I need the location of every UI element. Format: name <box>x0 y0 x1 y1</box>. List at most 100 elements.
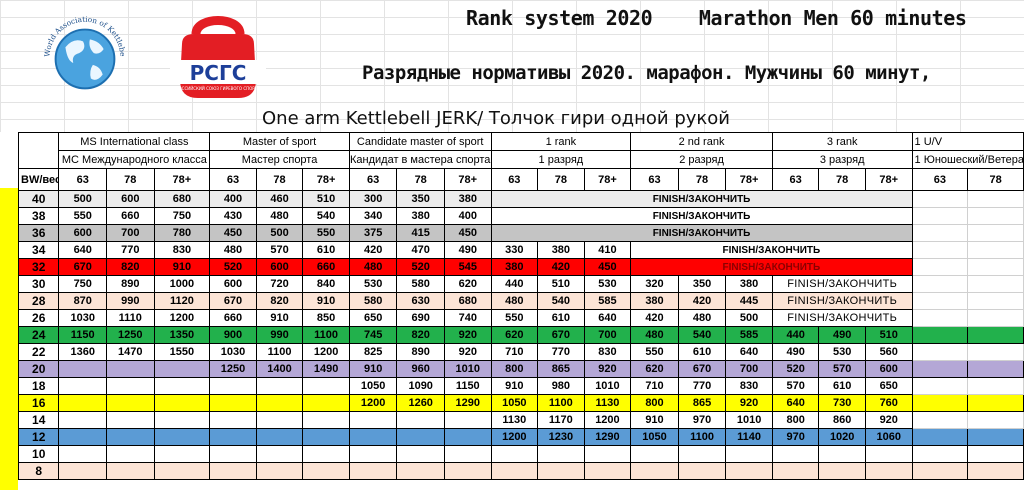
empty-cell <box>443 462 492 480</box>
empty-cell <box>911 428 969 446</box>
value-cell: 910 <box>255 309 304 327</box>
empty-cell <box>677 445 727 463</box>
empty-cell <box>153 462 211 480</box>
empty-cell <box>209 394 257 412</box>
empty-cell <box>396 411 445 429</box>
group-header-en: 1 rank <box>490 132 632 151</box>
value-cell: 830 <box>725 377 773 395</box>
empty-cell <box>911 241 969 259</box>
bw-cell: 16 <box>17 394 60 412</box>
value-cell: 585 <box>725 326 773 344</box>
value-cell: 490 <box>443 241 492 259</box>
table-row: 22 1360 1470 1550 1030 1100 1200 825 890 920 710 77… <box>17 343 1024 361</box>
value-cell: 520 <box>209 258 257 276</box>
empty-cell <box>967 309 1024 327</box>
value-cell: 780 <box>153 224 211 242</box>
value-cell: 1200 <box>490 428 539 446</box>
empty-cell <box>864 445 913 463</box>
left-yellow-margin <box>0 188 18 490</box>
weight-class-cell: 63 <box>58 168 108 191</box>
value-cell: 1010 <box>443 360 492 378</box>
empty-cell <box>967 224 1024 242</box>
table-row: 32 670 820 910 520 600 660 480 520 545 380 420 450 FI… <box>17 258 1024 276</box>
table-row: 26 1030 1110 1200 660 910 850 650 690 740 550 610 64… <box>17 309 1024 327</box>
value-cell: 750 <box>153 207 211 225</box>
value-cell: 570 <box>255 241 304 259</box>
group-header-ru: 1 Юношеский/Ветеран <box>911 150 1024 169</box>
empty-cell <box>911 190 969 208</box>
value-cell: 1120 <box>153 292 211 310</box>
value-cell: 510 <box>537 275 585 293</box>
finish-cell: FINISH/ЗАКОНЧИТЬ <box>771 309 913 327</box>
empty-cell <box>967 462 1024 480</box>
value-cell: 745 <box>348 326 398 344</box>
value-cell: 380 <box>490 258 539 276</box>
group-header-ru: Мастер спорта <box>209 150 350 169</box>
weight-class-cell: 78 <box>106 168 155 191</box>
value-cell: 865 <box>677 394 727 412</box>
empty-cell <box>967 394 1024 412</box>
empty-cell <box>302 377 350 395</box>
bw-cell: 38 <box>17 207 60 225</box>
value-cell: 600 <box>864 360 913 378</box>
empty-cell <box>911 258 969 276</box>
table-row: 36 600 700 780 450 500 550 375 415 450 FINISH/ЗАКО… <box>17 224 1024 242</box>
value-cell: 620 <box>630 360 679 378</box>
value-cell: 1230 <box>537 428 585 446</box>
weight-class-cell: 78 <box>255 168 304 191</box>
value-cell: 1350 <box>153 326 211 344</box>
empty-cell <box>58 428 108 446</box>
value-cell: 980 <box>537 377 585 395</box>
logo-right-text: РСГС <box>190 61 247 85</box>
value-cell: 1470 <box>106 343 155 361</box>
empty-cell <box>490 445 539 463</box>
value-cell: 890 <box>396 343 445 361</box>
weight-class-cell: 78 <box>537 168 585 191</box>
weight-class-cell: 63 <box>771 168 820 191</box>
value-cell: 640 <box>583 309 632 327</box>
empty-cell <box>967 445 1024 463</box>
empty-cell <box>911 309 969 327</box>
value-cell: 480 <box>630 326 679 344</box>
value-cell: 520 <box>396 258 445 276</box>
value-cell: 380 <box>396 207 445 225</box>
value-cell: 1200 <box>583 411 632 429</box>
value-cell: 600 <box>58 224 108 242</box>
value-cell: 350 <box>396 190 445 208</box>
empty-cell <box>630 445 679 463</box>
title-russian: Разрядные нормативы 2020. марафон. Мужчи… <box>362 62 931 84</box>
value-cell: 770 <box>537 343 585 361</box>
weight-class-cell: 63 <box>348 168 398 191</box>
value-cell: 1020 <box>818 428 866 446</box>
header-row-russian: МС Международного класса Мастер спорта Кан… <box>19 150 1024 169</box>
weight-class-cell: 78+ <box>725 168 773 191</box>
weight-class-cell: 78 <box>396 168 445 191</box>
value-cell: 910 <box>302 292 350 310</box>
empty-cell <box>911 207 969 225</box>
empty-cell <box>348 428 398 446</box>
value-cell: 1400 <box>255 360 304 378</box>
empty-cell <box>302 462 350 480</box>
value-cell: 400 <box>443 207 492 225</box>
value-cell: 660 <box>209 309 257 327</box>
empty-cell <box>106 428 155 446</box>
empty-cell <box>911 445 969 463</box>
group-header-ru: 3 разряд <box>771 150 913 169</box>
value-cell: 490 <box>818 326 866 344</box>
empty-cell <box>153 411 211 429</box>
value-cell: 680 <box>443 292 492 310</box>
value-cell: 890 <box>106 275 155 293</box>
empty-cell <box>967 258 1024 276</box>
value-cell: 1150 <box>443 377 492 395</box>
empty-cell <box>106 462 155 480</box>
empty-cell <box>967 241 1024 259</box>
value-cell: 800 <box>771 411 820 429</box>
value-cell: 1050 <box>630 428 679 446</box>
value-cell: 910 <box>348 360 398 378</box>
value-cell: 375 <box>348 224 398 242</box>
bw-cell: 18 <box>17 377 60 395</box>
empty-cell <box>583 445 632 463</box>
group-header-en: MS International class <box>58 132 211 151</box>
finish-cell: FINISH/ЗАКОНЧИТЬ <box>771 275 913 293</box>
value-cell: 430 <box>209 207 257 225</box>
